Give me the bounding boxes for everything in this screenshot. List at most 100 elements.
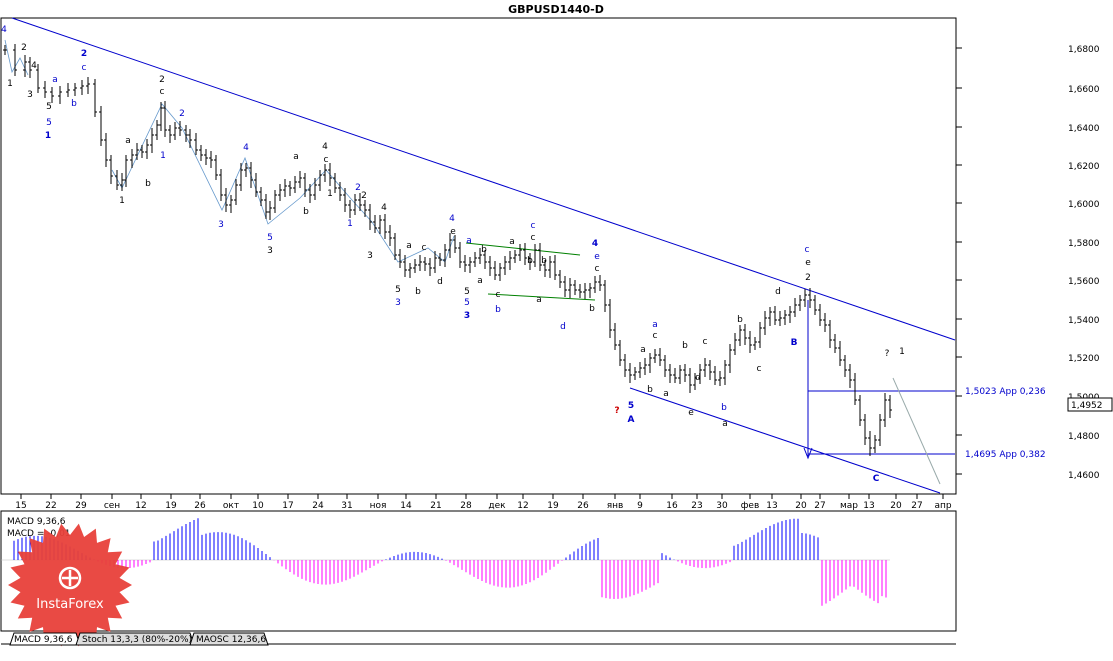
wave-label: b [303,207,309,217]
price-bar [168,125,172,143]
price-bar [553,255,557,280]
price-tick-label: 1,4800 [1068,432,1100,442]
price-bar [293,176,297,193]
date-tick-label: 15 [15,501,26,511]
date-tick-label: 19 [165,501,177,511]
price-bar [393,233,397,260]
wave-label: ? [885,349,890,359]
price-bar [868,431,872,456]
price-bar [333,173,337,193]
price-bar [633,367,637,380]
price-bar [120,173,124,191]
wave-label: b [647,385,653,395]
wave-label: d [437,277,443,287]
date-tick-label: 10 [252,501,264,511]
triangle-upper-line [465,242,581,256]
price-bar [36,64,40,93]
wave-label: e [805,258,811,268]
price-bar [623,354,627,377]
price-bar [283,179,287,197]
wave-label: e [450,227,456,237]
price-bar [588,283,592,298]
price-bar [418,255,422,271]
wave-label: a [477,276,483,286]
price-bar [638,362,642,378]
price-bar [199,145,203,161]
price-bar [239,163,243,191]
wave-label: a [509,237,515,247]
wave-label: 1 [327,189,333,199]
price-tick-label: 1,6400 [1068,124,1100,134]
tab-macd[interactable]: MACD 9,36,6 [9,632,81,646]
wave-label: 2 [81,49,87,59]
wave-label: c [757,364,762,374]
wave-zigzag [111,103,455,263]
price-bar [538,243,542,271]
price-bar [763,311,767,335]
price-bar [628,363,632,383]
wave-label: 4 [243,143,249,153]
retracement-236-label: 1,5023 Арр 0,236 [965,387,1046,397]
price-bar [224,188,228,212]
date-tick-label: 9 [637,501,643,511]
price-bar [828,320,832,348]
date-tick-label: 14 [400,501,412,511]
macd-plot-frame [0,510,957,632]
price-bar [378,215,382,234]
price-bar [498,263,502,281]
price-bar [728,344,732,373]
date-tick-label: 26 [194,501,206,511]
tab-stoch[interactable]: Stoch 13,3,3 (80%-20%) [75,632,195,646]
wave-label: 5 [267,233,273,243]
price-bar [738,325,742,346]
price-bar [513,250,517,263]
price-bar [403,255,407,277]
price-bar [808,288,812,308]
date-tick-label: 27 [911,501,922,511]
wave-label: d [775,287,781,297]
wave-label: 4 [322,142,328,152]
date-tick-label: 31 [341,501,352,511]
price-bar [209,151,213,168]
wave-label: 3 [27,90,33,100]
date-tick-label: 20 [890,501,902,511]
price-bar [713,366,717,385]
tab-maosc[interactable]: MAOSC 12,36,6 [189,632,269,646]
date-tick-label: 24 [312,501,324,511]
wave-label: c [422,243,427,253]
price-bar [683,364,687,382]
price-bar [778,311,782,326]
price-bar [109,155,113,184]
wave-label: b [145,179,151,189]
wave-label: a [722,419,728,429]
price-bar [593,276,597,293]
price-bar [658,348,662,366]
date-tick-label: фев [741,501,760,511]
retracement-382-label: 1,4695 Арр 0,382 [965,450,1046,460]
price-bar [743,324,747,345]
price-bar [93,79,97,117]
price-bar [608,299,612,338]
wave-label: b [71,99,77,109]
wave-label: a [293,152,299,162]
wave-label: b [737,315,743,325]
price-bar [528,253,532,270]
price-bar [3,45,7,55]
svg-text:MACD 9,36,6: MACD 9,36,6 [14,635,73,645]
date-tick-label: 13 [766,501,777,511]
price-tick-label: 1,4600 [1068,471,1100,481]
macd-name-label: MACD 9,36,6 [7,517,66,527]
main-plot-frame [0,17,957,495]
lower-trendline [629,387,941,494]
price-bar [99,106,103,146]
price-bar [563,276,567,297]
price-bar [883,393,887,427]
price-bar [273,190,277,213]
price-bar [413,259,417,273]
wave-label: 4 [1,25,7,35]
svg-text:Stoch 13,3,3 (80%-20%): Stoch 13,3,3 (80%-20%) [82,635,192,645]
price-bar [863,414,867,445]
price-bar [398,249,402,268]
wave-label: a [52,75,58,85]
